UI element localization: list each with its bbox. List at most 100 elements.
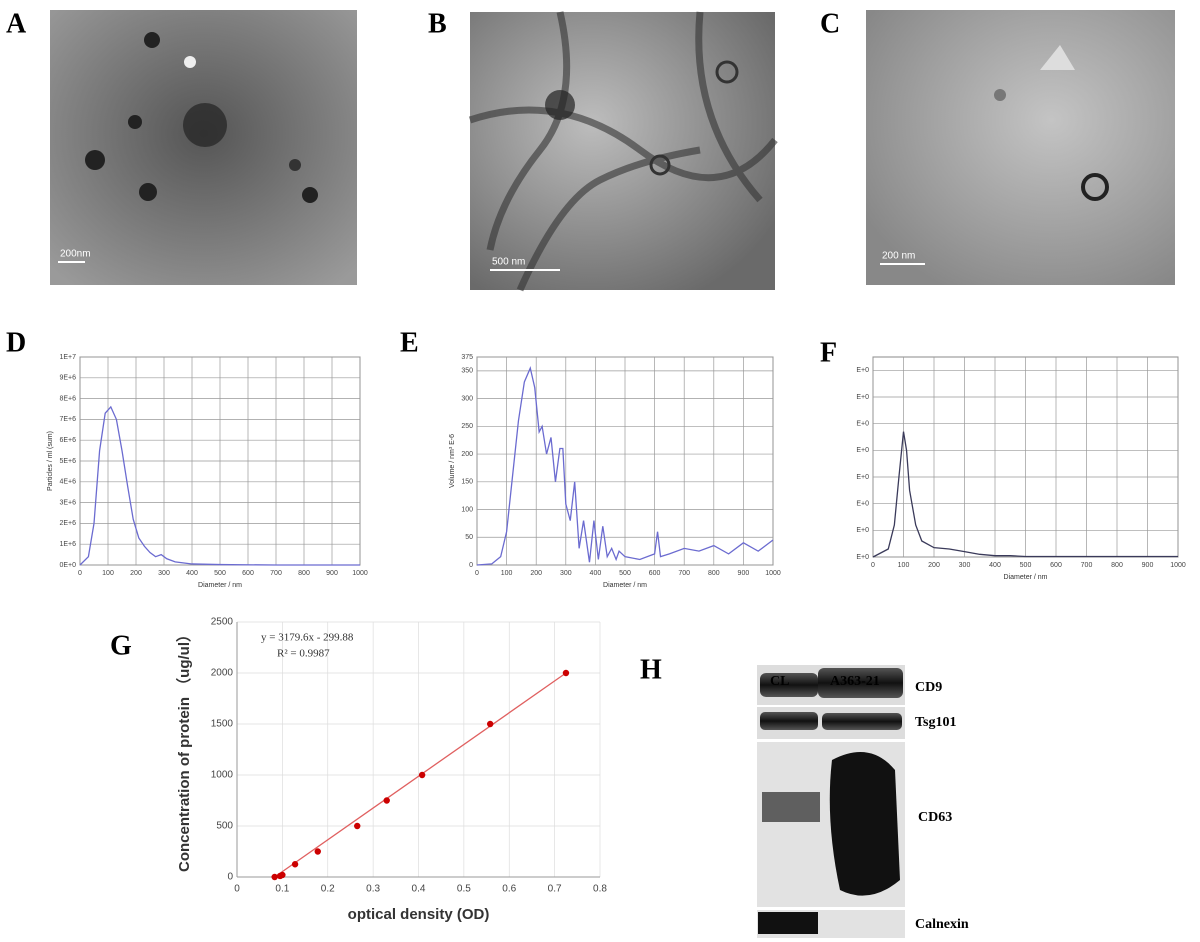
x-tick-label: 1000 [1170, 562, 1186, 569]
x-tick-label: 800 [298, 570, 310, 577]
x-tick-label: 900 [326, 570, 338, 577]
y-tick-label: 6E+6 [59, 437, 76, 444]
panel-letter: H [640, 654, 662, 685]
x-tick-label: 100 [898, 562, 910, 569]
panel-letter: D [6, 327, 26, 358]
protein-label: Tsg101 [915, 715, 957, 730]
y-tick-label: 1E+6 [59, 541, 76, 548]
scale-bar-label: 200nm [60, 249, 91, 260]
y-tick-label: E+0 [856, 394, 869, 401]
x-tick-label: 0.3 [366, 884, 380, 895]
x-tick-label: 0.7 [548, 884, 562, 895]
x-tick-label: 300 [158, 570, 170, 577]
data-line [872, 431, 1178, 558]
x-tick-label: 400 [989, 562, 1001, 569]
x-tick-label: 0.6 [502, 884, 516, 895]
data-point [279, 871, 286, 879]
x-tick-label: 800 [708, 570, 720, 577]
y-tick-label: E+0 [856, 554, 869, 561]
x-tick-label: 800 [1111, 562, 1123, 569]
y-tick-label: 300 [461, 395, 473, 402]
annotation: R² = 0.9987 [277, 648, 330, 660]
y-tick-label: 9E+6 [59, 375, 76, 382]
y-tick-label: 50 [465, 534, 473, 541]
x-tick-label: 500 [214, 570, 226, 577]
x-tick-label: 100 [501, 570, 513, 577]
y-axis-label: Concentration of protein （ug/ul） [175, 627, 193, 872]
x-tick-label: 400 [590, 570, 602, 577]
x-tick-label: 0.8 [593, 884, 607, 895]
protein-label: CD63 [918, 810, 952, 825]
x-tick-label: 0.5 [457, 884, 471, 895]
x-axis-label: Diameter / nm [198, 582, 242, 589]
x-tick-label: 0 [871, 562, 875, 569]
x-tick-label: 0.4 [412, 884, 426, 895]
data-point [354, 822, 361, 830]
x-tick-label: 200 [530, 570, 542, 577]
data-point [291, 861, 299, 868]
y-tick-label: 0E+0 [59, 562, 76, 569]
y-tick-label: E+0 [856, 447, 869, 454]
y-tick-label: 0 [227, 872, 233, 883]
y-tick-label: 2E+6 [59, 520, 76, 527]
panel-letter: G [110, 630, 132, 661]
x-tick-label: 700 [678, 570, 690, 577]
x-tick-label: 500 [619, 570, 631, 577]
panel-letter: B [428, 8, 447, 39]
data-point [418, 771, 426, 779]
x-tick-label: 500 [1020, 562, 1032, 569]
protein-label: CD9 [915, 680, 942, 695]
panel-letter: E [400, 327, 419, 358]
y-tick-label: 350 [461, 368, 473, 375]
data-point [314, 848, 321, 855]
x-tick-label: 0.2 [321, 884, 335, 895]
y-tick-label: 150 [461, 479, 473, 486]
y-tick-label: 375 [461, 354, 473, 361]
y-tick-label: 2000 [211, 668, 234, 679]
x-tick-label: 0 [234, 884, 240, 895]
tem-image-a [50, 10, 357, 285]
x-axis-label: Diameter / nm [1004, 574, 1048, 581]
x-tick-label: 700 [1081, 562, 1093, 569]
x-tick-label: 700 [270, 570, 282, 577]
y-tick-label: 1000 [211, 770, 234, 781]
y-tick-label: E+0 [856, 367, 869, 374]
x-tick-label: 100 [102, 570, 114, 577]
tem-image-b [468, 11, 778, 292]
y-axis-label: Particles / ml (sum) [47, 431, 54, 491]
x-tick-label: 1000 [765, 570, 781, 577]
protein-label: Calnexin [915, 917, 969, 932]
x-axis-label: Diameter / nm [603, 582, 647, 589]
x-tick-label: 600 [649, 570, 661, 577]
x-tick-label: 0 [78, 570, 82, 577]
x-axis-label: optical density (OD) [348, 906, 490, 923]
panel-letter: F [820, 337, 837, 368]
y-tick-label: 4E+6 [59, 479, 76, 486]
data-point [271, 873, 278, 881]
data-line [79, 405, 360, 566]
y-tick-label: 0 [469, 562, 473, 569]
y-tick-label: 7E+6 [59, 416, 76, 423]
y-tick-label: 1E+7 [59, 354, 76, 361]
lane-label: A363-21 [830, 674, 880, 689]
data-line [476, 365, 774, 566]
scale-bars [58, 261, 925, 271]
panel-letter: A [6, 8, 27, 39]
x-tick-label: 200 [130, 570, 142, 577]
y-tick-label: 500 [216, 821, 233, 832]
lane-label: CL [770, 674, 789, 689]
y-tick-label: 1500 [211, 719, 234, 730]
scale-bar-label: 200 nm [882, 251, 915, 262]
annotation: y = 3179.6x - 299.88 [261, 632, 354, 644]
data-point [383, 797, 390, 804]
x-tick-label: 1000 [352, 570, 368, 577]
y-tick-label: E+0 [856, 421, 869, 428]
y-axis-label: Volume / nm³ E-6 [449, 434, 456, 488]
y-tick-label: E+0 [856, 501, 869, 508]
y-tick-label: 100 [461, 506, 473, 513]
y-tick-label: 5E+6 [59, 458, 76, 465]
x-tick-label: 300 [560, 570, 572, 577]
tem-image-c [866, 10, 1175, 285]
